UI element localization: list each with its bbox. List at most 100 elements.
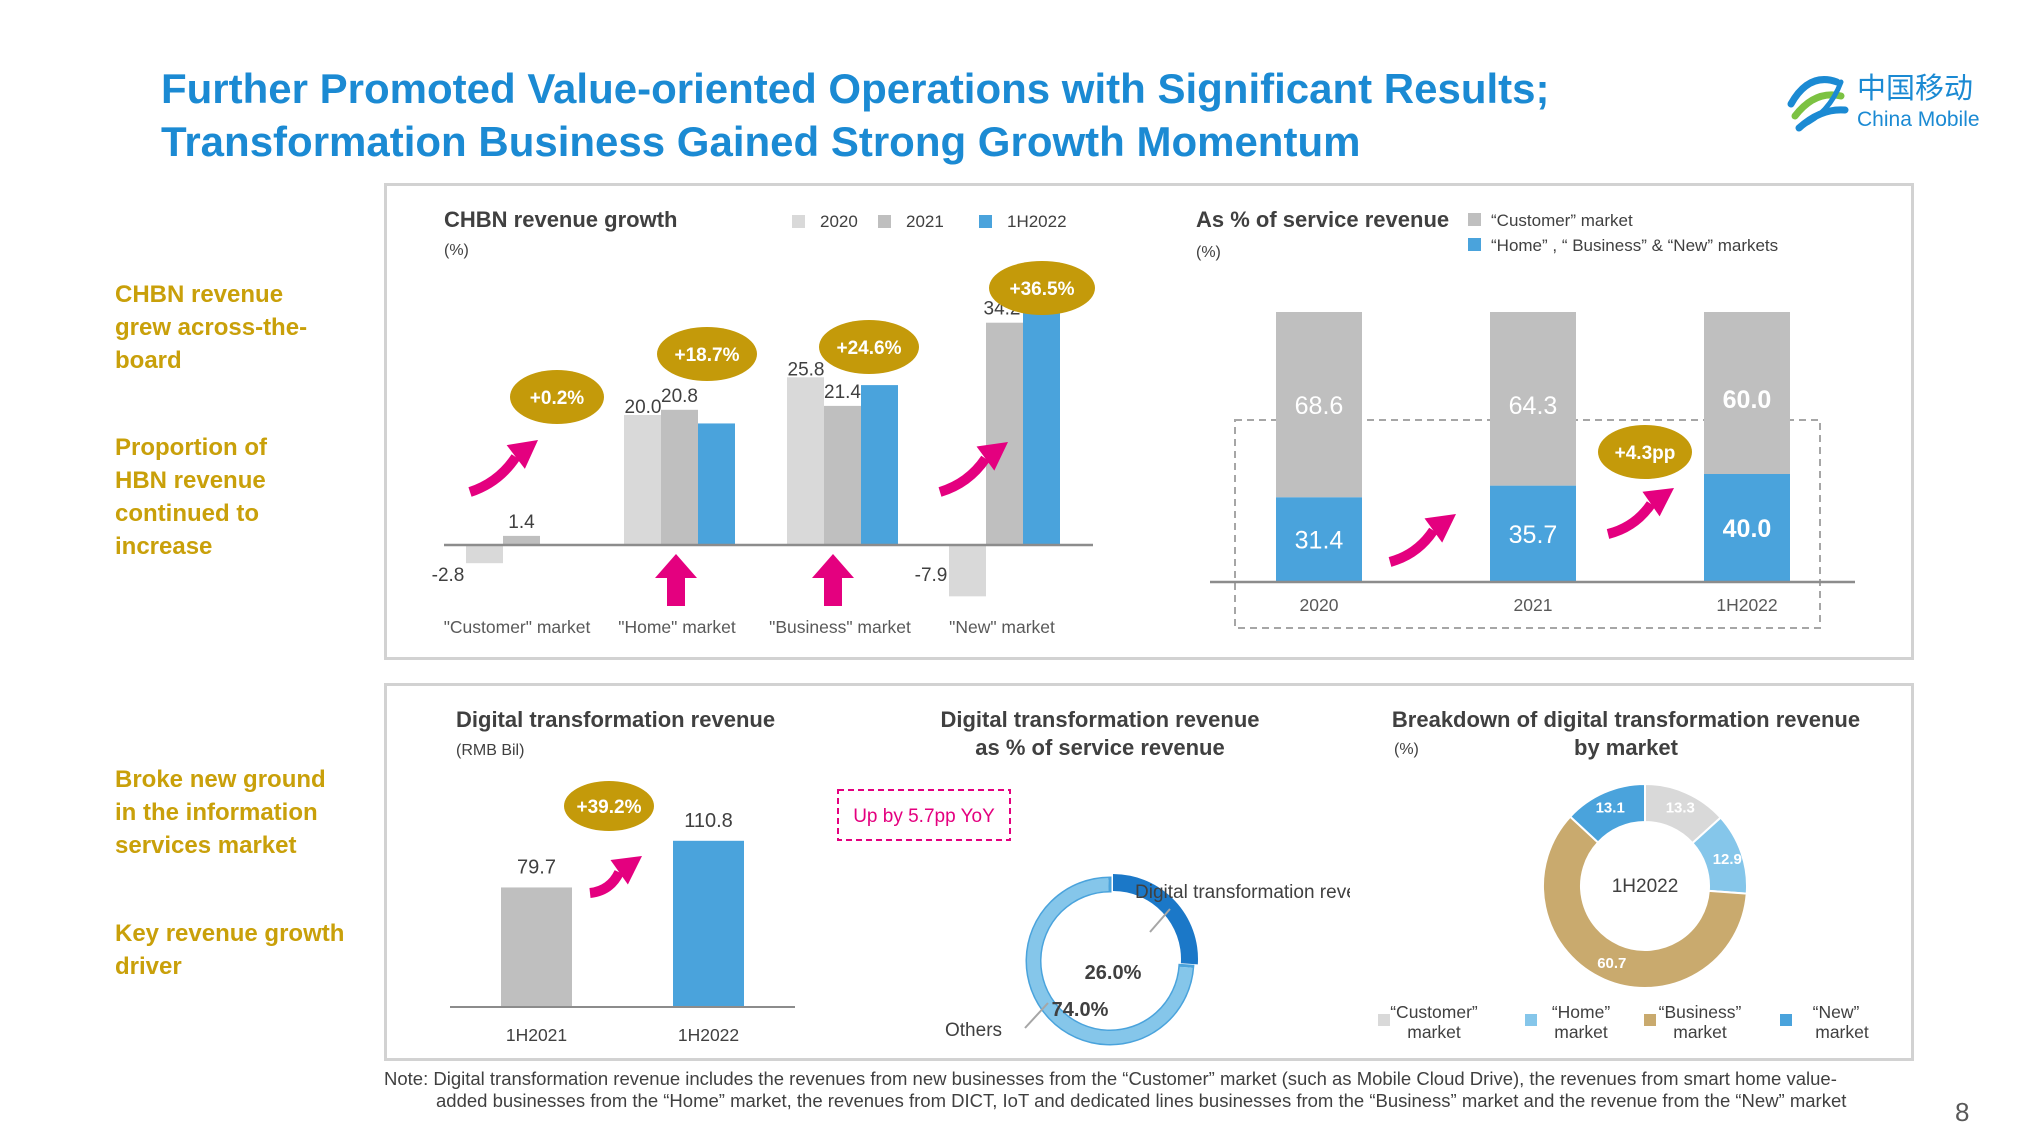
- legend-label: market: [1673, 1022, 1727, 1042]
- category-label: 1H2021: [506, 1025, 567, 1045]
- legend-swatch: [1468, 213, 1481, 226]
- bar-segment: [1490, 485, 1576, 582]
- bar: [466, 545, 503, 564]
- bar: [501, 887, 572, 1007]
- legend-label: 1H2022: [1007, 212, 1067, 231]
- bar: [661, 409, 698, 545]
- category-label: "Customer" market: [444, 617, 591, 637]
- chart-annotations: +4.3pp: [1388, 425, 1692, 567]
- chart-unit: (RMB Bil): [456, 742, 524, 759]
- slice-value-label: 26.0%: [1085, 962, 1142, 984]
- bar-value-label: 31.4: [1295, 527, 1344, 555]
- up-arrow: [812, 554, 854, 606]
- legend-swatch: [1525, 1014, 1537, 1026]
- legend-label: market: [1815, 1022, 1869, 1042]
- slice-value-label: 13.1: [1596, 799, 1625, 816]
- growth-arrow-shaft: [938, 455, 990, 497]
- bar-value-label: 68.6: [1295, 392, 1344, 420]
- chart-legend: 2020 2021 1H2022: [792, 212, 1067, 231]
- bar-value-label: 20.0: [625, 397, 662, 418]
- donut-slice-digital: [1113, 874, 1198, 965]
- legend-label: 2020: [820, 212, 858, 231]
- bar: [949, 545, 986, 597]
- footnote-line-1: Note: Digital transformation revenue inc…: [384, 1068, 1837, 1089]
- category-label: "Home" market: [618, 617, 736, 637]
- category-label: 1H2022: [1716, 595, 1777, 615]
- growth-arrow-head: [1424, 514, 1456, 543]
- category-label: "New" market: [949, 617, 1055, 637]
- bar-segment: [1704, 474, 1790, 582]
- growth-arrow-shaft: [1606, 501, 1656, 539]
- page-title: Further Promoted Value-oriented Operatio…: [161, 62, 1550, 168]
- side-label-line: increase: [115, 533, 213, 560]
- side-label-hbn-proportion: Proportion of HBN revenue continued to i…: [115, 431, 267, 563]
- bar: [1023, 307, 1060, 545]
- side-label-line: grew across-the-: [115, 314, 308, 341]
- bar: [624, 415, 661, 545]
- chart-annotations: +39.2%: [564, 781, 654, 898]
- bar: [673, 840, 744, 1007]
- bar-segment: [1704, 312, 1790, 474]
- slice-value-label: 74.0%: [1052, 999, 1109, 1021]
- category-label: 2020: [1300, 595, 1339, 615]
- legend-label: “Home” , “ Business” & “New” markets: [1491, 236, 1778, 255]
- chart-title-line-1: Breakdown of digital transformation reve…: [1392, 707, 1860, 732]
- digital-transformation-revenue-chart: Digital transformation revenue (RMB Bil)…: [450, 707, 795, 1045]
- logo-english-text: China Mobile: [1857, 108, 1980, 131]
- chart-growth-arrows: [468, 440, 1008, 606]
- growth-badge-label: +39.2%: [577, 797, 642, 818]
- bar-value-label: -2.8: [432, 565, 465, 586]
- chart-bars: -2.8 1.4 "Customer" market 20.020.8 "Home" m…: [432, 299, 1093, 637]
- growth-badge: [657, 327, 757, 381]
- chbn-revenue-growth-chart: CHBN revenue growth (%) 2020 2021 1H2022 -…: [432, 207, 1095, 637]
- growth-badge-label: +24.6%: [837, 338, 902, 359]
- growth-badge: [564, 781, 654, 831]
- side-label-line: in the information: [115, 799, 318, 826]
- bar: [787, 377, 824, 545]
- chart-unit: (%): [1394, 741, 1419, 758]
- chart-growth-badges: +0.2% +18.7% +24.6% +36.5%: [510, 261, 1095, 424]
- slice-value-label: 12.9: [1713, 851, 1742, 868]
- side-label-line: services market: [115, 832, 297, 859]
- bar-value-label: 79.7: [517, 856, 556, 878]
- chart-title: CHBN revenue growth: [444, 207, 677, 232]
- chart-unit: (%): [1196, 244, 1221, 261]
- legend-swatch: [1644, 1014, 1656, 1026]
- china-mobile-logo: 中国移动 China Mobile: [1785, 64, 1985, 142]
- legend-swatch: [878, 215, 891, 228]
- growth-arrow-head: [1642, 488, 1674, 517]
- bar-segment: [1276, 497, 1362, 582]
- logo-chinese-text: 中国移动: [1857, 72, 1973, 105]
- chart-title-line-2: as % of service revenue: [975, 735, 1224, 760]
- china-mobile-logo-mark: 中国移动 China Mobile: [1787, 72, 1980, 132]
- legend-swatch: [1780, 1014, 1792, 1026]
- legend-label: “Business”: [1659, 1002, 1742, 1022]
- service-revenue-share-chart: As % of service revenue (%) “Customer” m…: [1196, 207, 1855, 629]
- category-label: 1H2022: [678, 1025, 739, 1045]
- bar-value-label: 1.4: [508, 512, 535, 533]
- legend-label: “Home”: [1552, 1002, 1611, 1022]
- growth-arrow-head: [976, 442, 1008, 471]
- growth-badge-label: +36.5%: [1010, 279, 1075, 300]
- footnote-line-2: added businesses from the “Home” market,…: [436, 1090, 1847, 1111]
- legend-swatch: [979, 215, 992, 228]
- chart-title-line-1: Digital transformation revenue: [940, 707, 1259, 732]
- growth-badge-label: +0.2%: [530, 388, 585, 409]
- legend-label: “Customer”: [1390, 1002, 1478, 1022]
- bar-value-label: 21.4: [824, 382, 861, 403]
- growth-arrow-shaft: [589, 869, 624, 898]
- bar-value-label: 35.7: [1509, 521, 1558, 549]
- leader-line: [1149, 908, 1171, 933]
- bar: [503, 535, 540, 545]
- side-label-growth-driver: Key revenue growth driver: [115, 917, 344, 983]
- donut-slice: [1568, 782, 1646, 844]
- page-number: 8: [1955, 1097, 1970, 1127]
- digital-transformation-breakdown-donut: Breakdown of digital transformation reve…: [1378, 707, 1869, 1042]
- bar-value-label: 64.3: [1509, 392, 1558, 420]
- side-label-line: Key revenue growth: [115, 920, 345, 947]
- chart-title: As % of service revenue: [1196, 207, 1449, 232]
- donut-slice: [1542, 815, 1748, 989]
- chart-unit: (%): [444, 242, 469, 259]
- bar: [824, 405, 861, 545]
- growth-badge-label: +4.3pp: [1615, 443, 1676, 464]
